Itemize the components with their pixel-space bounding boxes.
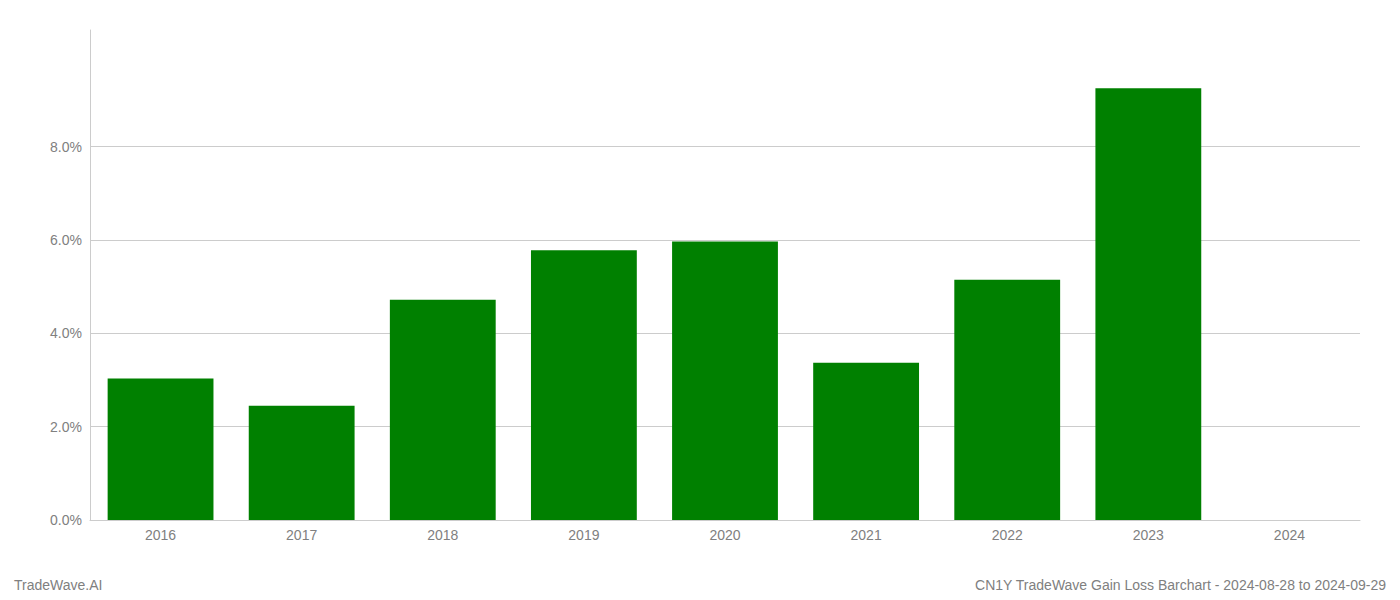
svg-text:2016: 2016 <box>145 527 176 543</box>
svg-text:CN1Y TradeWave Gain Loss Barch: CN1Y TradeWave Gain Loss Barchart - 2024… <box>975 577 1386 593</box>
svg-text:8.0%: 8.0% <box>50 139 82 155</box>
svg-text:2021: 2021 <box>851 527 882 543</box>
svg-text:2020: 2020 <box>709 527 740 543</box>
svg-text:2017: 2017 <box>286 527 317 543</box>
svg-text:6.0%: 6.0% <box>50 232 82 248</box>
svg-text:2024: 2024 <box>1274 527 1305 543</box>
svg-text:4.0%: 4.0% <box>50 325 82 341</box>
svg-text:2.0%: 2.0% <box>50 419 82 435</box>
svg-text:TradeWave.AI: TradeWave.AI <box>14 577 102 593</box>
svg-text:0.0%: 0.0% <box>50 512 82 528</box>
svg-text:2018: 2018 <box>427 527 458 543</box>
svg-text:2019: 2019 <box>568 527 599 543</box>
svg-text:2022: 2022 <box>992 527 1023 543</box>
svg-text:2023: 2023 <box>1133 527 1164 543</box>
